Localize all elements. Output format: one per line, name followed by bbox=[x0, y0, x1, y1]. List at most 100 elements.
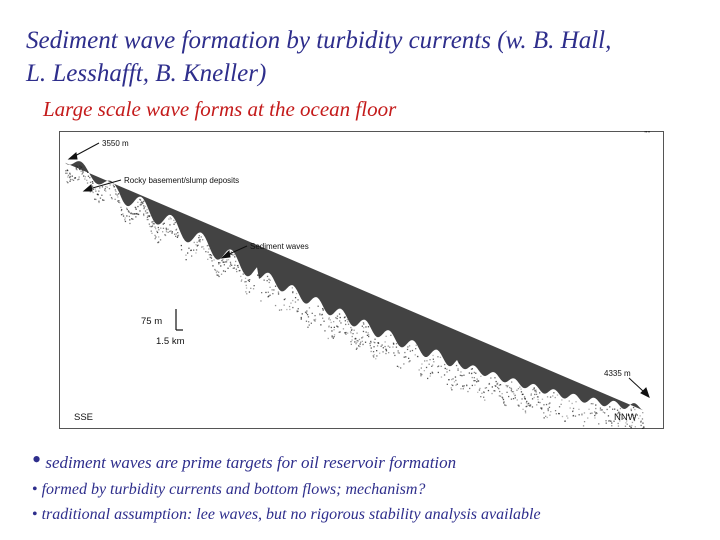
echo-speckle bbox=[168, 218, 170, 220]
echo-speckle bbox=[533, 396, 535, 399]
echo-speckle bbox=[214, 268, 216, 271]
echo-speckle bbox=[268, 278, 270, 280]
echo-speckle bbox=[514, 394, 516, 396]
echo-speckle bbox=[344, 320, 346, 322]
echo-speckle bbox=[418, 369, 420, 371]
echo-speckle bbox=[405, 356, 407, 358]
echo-speckle bbox=[245, 287, 248, 289]
echo-speckle bbox=[150, 226, 152, 228]
echo-speckle bbox=[171, 231, 173, 233]
echo-speckle bbox=[483, 391, 485, 394]
echo-speckle bbox=[507, 385, 509, 387]
echo-speckle bbox=[336, 315, 339, 317]
echo-speckle bbox=[437, 356, 439, 358]
echo-speckle bbox=[525, 405, 527, 408]
echo-speckle bbox=[535, 389, 537, 391]
echo-speckle bbox=[300, 317, 302, 320]
echo-speckle bbox=[535, 393, 538, 395]
echo-speckle bbox=[528, 404, 530, 406]
echo-speckle bbox=[606, 408, 608, 411]
arrow-rocky bbox=[88, 179, 122, 190]
echo-speckle bbox=[154, 238, 156, 240]
echo-speckle bbox=[314, 315, 316, 317]
echo-speckle bbox=[215, 271, 218, 274]
echo-speckle bbox=[420, 373, 422, 375]
echo-speckle bbox=[162, 227, 165, 229]
echo-speckle bbox=[306, 310, 308, 312]
echo-speckle bbox=[146, 216, 149, 218]
echo-speckle bbox=[362, 322, 365, 324]
echo-speckle bbox=[508, 395, 510, 398]
echo-speckle bbox=[495, 385, 497, 387]
echo-speckle bbox=[241, 279, 243, 281]
arrowhead-depth-top bbox=[67, 152, 78, 160]
echo-speckle bbox=[158, 236, 160, 238]
echo-speckle bbox=[446, 383, 448, 385]
echo-speckle bbox=[71, 178, 73, 181]
echo-speckle bbox=[462, 388, 464, 390]
echo-speckle bbox=[164, 234, 167, 237]
echo-speckle bbox=[517, 404, 519, 406]
echo-speckle bbox=[197, 244, 199, 246]
echo-speckle bbox=[531, 398, 534, 400]
echo-speckle bbox=[274, 304, 277, 307]
echo-speckle bbox=[146, 218, 148, 221]
echo-speckle bbox=[75, 167, 77, 169]
echo-speckle bbox=[463, 385, 465, 387]
echo-speckle bbox=[340, 322, 342, 324]
echo-speckle bbox=[67, 174, 70, 176]
echo-speckle bbox=[525, 402, 528, 404]
echo-speckle bbox=[195, 244, 197, 246]
echo-speckle bbox=[95, 190, 97, 192]
echo-speckle bbox=[102, 199, 104, 201]
echo-speckle bbox=[548, 406, 551, 408]
echo-speckle bbox=[105, 186, 107, 188]
arrowhead-depth-bottom bbox=[640, 387, 650, 398]
echo-speckle bbox=[530, 393, 532, 395]
echo-speckle bbox=[408, 357, 410, 359]
echo-speckle bbox=[356, 341, 358, 343]
echo-speckle bbox=[395, 346, 398, 348]
echo-speckle bbox=[572, 410, 574, 413]
echo-speckle bbox=[304, 311, 307, 313]
echo-speckle bbox=[175, 233, 177, 235]
echo-speckle bbox=[155, 236, 157, 238]
echo-speckle bbox=[437, 371, 439, 374]
echo-speckle bbox=[232, 254, 234, 257]
echo-speckle bbox=[122, 215, 125, 217]
echo-speckle bbox=[502, 398, 505, 401]
echo-speckle bbox=[80, 170, 82, 172]
echo-speckle bbox=[347, 332, 349, 334]
echo-speckle bbox=[72, 179, 75, 181]
echo-speckle bbox=[503, 401, 505, 403]
echo-speckle bbox=[205, 251, 207, 253]
echo-speckle bbox=[429, 359, 431, 361]
echo-speckle bbox=[478, 389, 481, 391]
echo-speckle bbox=[365, 326, 367, 328]
slide-title-line-2: L. Lesshafft, B. Kneller) bbox=[26, 60, 267, 87]
echo-speckle bbox=[277, 293, 280, 295]
echo-speckle bbox=[588, 408, 590, 410]
echo-speckle bbox=[504, 404, 506, 406]
echo-speckle bbox=[498, 395, 500, 397]
echo-speckle bbox=[175, 235, 177, 237]
echo-speckle bbox=[512, 391, 515, 393]
echo-speckle bbox=[461, 375, 463, 377]
echo-speckle bbox=[155, 228, 157, 230]
echo-speckle bbox=[351, 328, 353, 331]
echo-speckle bbox=[356, 340, 358, 342]
echo-speckle bbox=[81, 172, 84, 175]
echo-speckle bbox=[479, 387, 481, 390]
echo-speckle bbox=[342, 328, 345, 330]
echo-speckle bbox=[613, 420, 615, 422]
echo-speckle bbox=[69, 173, 71, 175]
echo-speckle bbox=[496, 383, 498, 385]
echo-speckle bbox=[455, 384, 457, 386]
echo-speckle bbox=[568, 400, 570, 402]
echo-speckle bbox=[541, 408, 543, 410]
echo-speckle bbox=[488, 383, 490, 385]
echo-speckle bbox=[273, 289, 275, 291]
echo-speckle bbox=[513, 393, 515, 395]
echo-speckle bbox=[164, 234, 166, 236]
echo-speckle bbox=[609, 419, 611, 422]
